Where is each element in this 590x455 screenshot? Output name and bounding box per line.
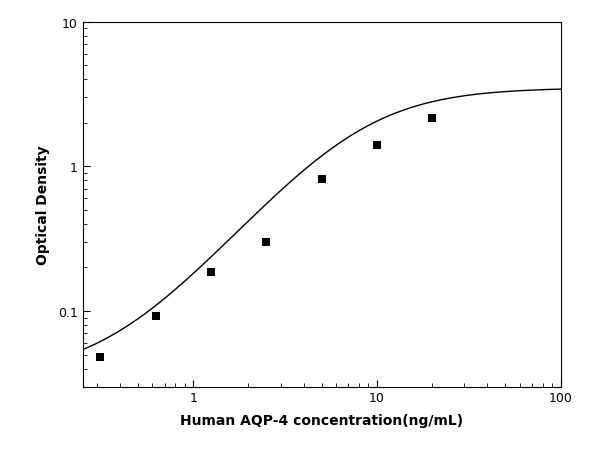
Point [427, 116, 437, 123]
Point [151, 312, 160, 319]
Point [372, 142, 382, 150]
Point [261, 239, 271, 246]
Point [317, 176, 326, 183]
Point [96, 354, 105, 361]
Point [206, 269, 216, 276]
Y-axis label: Optical Density: Optical Density [35, 145, 50, 264]
X-axis label: Human AQP-4 concentration(ng/mL): Human AQP-4 concentration(ng/mL) [180, 413, 463, 427]
